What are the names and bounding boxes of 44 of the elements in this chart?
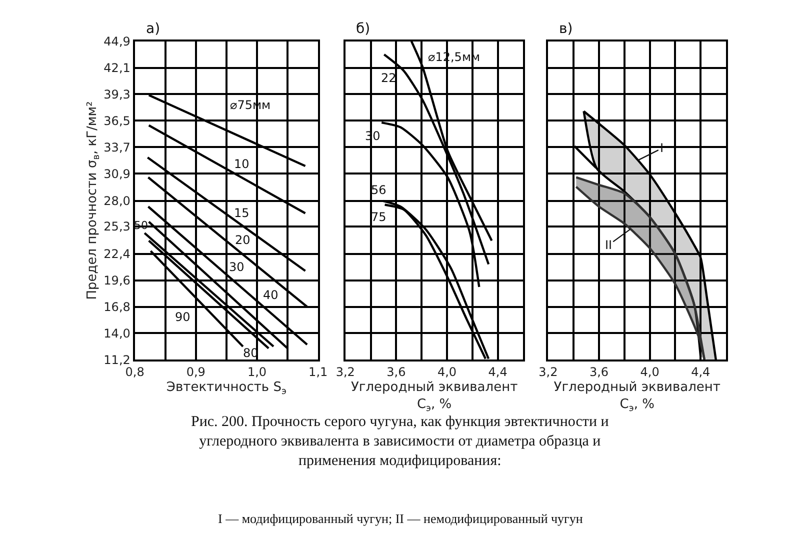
- annotation: 56: [371, 183, 386, 197]
- y-tick-label: 11,2: [104, 352, 130, 367]
- annotation: 20: [235, 233, 250, 247]
- annotation: 30: [229, 260, 244, 274]
- x-tick-label: 4,0: [437, 365, 457, 380]
- text: I — модифицированный чугун; II — немодифицированный чугун: [218, 511, 583, 526]
- chart-title: а): [146, 21, 160, 37]
- y-tick-label: 19,6: [104, 274, 130, 288]
- x-tick-label: 3,2: [538, 365, 558, 380]
- x-tick-label: 1,0: [247, 365, 267, 380]
- y-tick-label: 30,9: [104, 166, 130, 181]
- x-axis-title: Эвтектичность S$_{э}$: [166, 380, 286, 397]
- x-axis-title: Углеродный эквивалент C$_{э}$, %: [350, 380, 518, 414]
- text: Рис. 200. Прочность серого чугуна, как функция эвтектичности и углеродного эквивалента в зависимости от диаметра образца и применения модифицирования:: [191, 414, 609, 469]
- x-tick-label: 0,8: [125, 365, 144, 380]
- y-tick-label: 39,3: [104, 87, 130, 102]
- annotation: 40: [263, 288, 278, 302]
- y-tick-label: 25,3: [104, 220, 130, 234]
- annotation: II: [605, 238, 612, 252]
- annotation: I: [660, 141, 664, 155]
- annotation: 75: [371, 210, 386, 224]
- y-tick-label: 42,1: [104, 60, 130, 75]
- annotation: 10: [234, 157, 250, 171]
- annotation: 90: [175, 310, 190, 324]
- y-tick-label: 14,0: [104, 326, 130, 340]
- x-tick-label: 4,4: [488, 365, 508, 380]
- y-tick-label: 33,7: [104, 140, 130, 154]
- y-tick-label: 28,0: [104, 194, 130, 208]
- x-tick-label: 3,2: [336, 365, 355, 380]
- x-tick-label: 4,4: [691, 365, 710, 380]
- y-tick-label: 16,8: [104, 300, 130, 314]
- chart-title: в): [559, 21, 573, 37]
- annotation: 15: [234, 206, 250, 220]
- x-tick-label: 4,0: [640, 365, 660, 380]
- y-tick-label: 22,4: [104, 247, 130, 262]
- y-tick-label: 36,5: [104, 114, 130, 128]
- x-tick-label: 3,6: [386, 365, 406, 380]
- x-tick-label: 1,1: [308, 365, 328, 380]
- x-tick-label: 0,9: [186, 365, 206, 380]
- x-tick-label: 3,6: [589, 365, 609, 380]
- y-tick-label: 44,9: [104, 34, 130, 49]
- annotation: 22: [381, 71, 396, 85]
- chart-title: б): [356, 21, 370, 37]
- x-axis-title: Углеродный эквивалент C$_{э}$, %: [554, 380, 721, 414]
